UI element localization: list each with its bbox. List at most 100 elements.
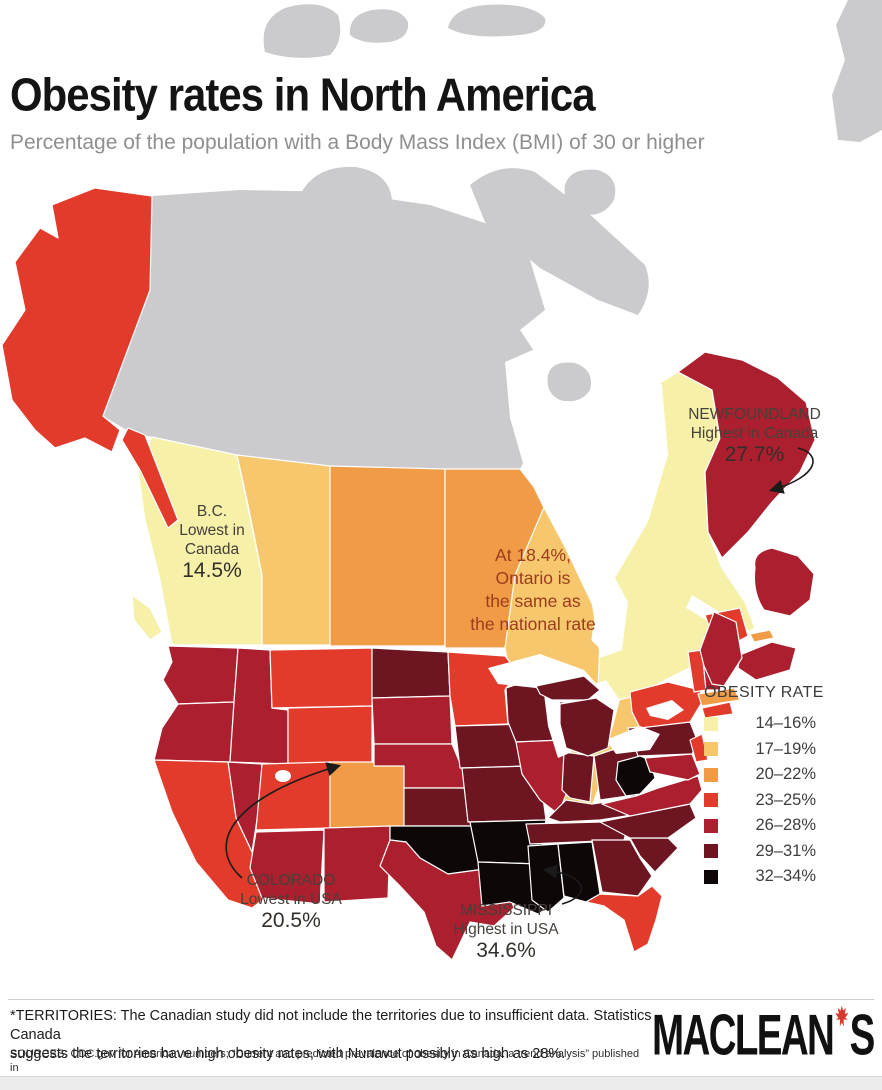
annotation-value: 20.5% xyxy=(261,909,321,932)
region-arctic-island xyxy=(414,235,457,272)
region-colorado xyxy=(329,761,405,829)
region-alaska-panhandle xyxy=(121,427,179,529)
great-salt-lake xyxy=(275,770,291,782)
lake-erie xyxy=(606,726,660,754)
lake-ontario xyxy=(646,700,684,720)
region-kansas xyxy=(403,787,475,827)
region-washington xyxy=(162,645,239,705)
annotation-line: At 18.4%, xyxy=(495,545,571,565)
annotation-mississippi: MISSISSIPPI Highest in USA 34.6% xyxy=(436,901,576,962)
footer-divider xyxy=(8,999,874,1000)
region-saskatchewan xyxy=(329,465,446,647)
legend-row: 32–34% xyxy=(704,864,816,890)
region-montana xyxy=(269,647,373,709)
bottom-gray-band xyxy=(0,1076,882,1090)
region-arctic-island xyxy=(300,166,393,236)
legend-label: 20–22% xyxy=(755,765,816,784)
region-connecticut-rhode-island xyxy=(701,701,734,719)
annotation-line: Lowest in xyxy=(179,522,245,539)
region-nova-scotia xyxy=(737,641,797,681)
annotation-value: 34.6% xyxy=(476,939,536,962)
legend-swatch xyxy=(704,844,718,859)
legend-row: 26–28% xyxy=(704,813,816,839)
legend-swatch xyxy=(704,767,718,782)
maple-leaf-icon xyxy=(834,974,850,1027)
legend-swatch xyxy=(704,869,718,884)
annotation-value: 27.7% xyxy=(724,443,785,466)
region-arctic-island xyxy=(349,9,409,43)
annotation-colorado: COLORADO Lowest in USA 20.5% xyxy=(228,871,354,932)
region-newfoundland xyxy=(753,547,815,617)
territories-footnote: *TERRITORIES: The Canadian study did not… xyxy=(10,1007,670,1064)
region-wyoming xyxy=(287,705,373,765)
annotation-line: Canada xyxy=(184,541,240,558)
annotation-line: NEWFOUNDLAND xyxy=(688,406,821,423)
legend-row: 14–16% xyxy=(704,711,816,737)
region-territories xyxy=(103,190,545,469)
annotation-ontario: At 18.4%, Ontario is the same as the nat… xyxy=(445,544,621,636)
region-alaska xyxy=(1,187,153,453)
annotation-line: COLORADO xyxy=(246,872,336,889)
region-greenland xyxy=(832,0,882,142)
legend-label: 14–16% xyxy=(755,714,816,733)
newfoundland-arrow xyxy=(768,447,814,494)
sources-line: SOURCES: CDC.gov for American numbers; “… xyxy=(10,1048,640,1074)
region-maine xyxy=(699,611,743,687)
legend-label: 23–25% xyxy=(755,790,816,809)
region-arctic-island xyxy=(448,4,546,37)
region-vancouver-island xyxy=(131,594,163,641)
annotation-line: MISSISSIPPI xyxy=(459,902,553,919)
region-southampton-island xyxy=(547,362,591,402)
region-west-virginia xyxy=(615,755,656,797)
annotation-line: B.C. xyxy=(196,503,228,520)
legend-label: 26–28% xyxy=(755,816,816,835)
annotation-bc: B.C. Lowest in Canada 14.5% xyxy=(164,502,260,582)
region-arctic-island xyxy=(470,168,649,315)
annotation-line: Highest in USA xyxy=(453,921,559,938)
region-prince-edward-island xyxy=(749,629,775,643)
page-title: Obesity rates in North America xyxy=(10,68,595,122)
region-arctic-island xyxy=(564,169,616,215)
legend-title: OBESITY RATE xyxy=(704,684,824,701)
region-arctic-island xyxy=(339,242,404,291)
region-labrador xyxy=(677,351,816,559)
annotation-value: 14.5% xyxy=(182,559,242,582)
legend-swatch xyxy=(704,793,718,808)
logo-text: MACLEAN xyxy=(652,1002,835,1067)
footnote-line: *TERRITORIES: The Canadian study did not… xyxy=(10,1008,652,1043)
region-new-jersey xyxy=(689,733,709,763)
legend-label: 17–19% xyxy=(755,739,816,758)
legend-row: 17–19% xyxy=(704,737,816,763)
region-south-dakota xyxy=(371,695,453,745)
region-arctic-island xyxy=(263,4,341,58)
legend-swatch xyxy=(704,742,718,757)
mississippi-arrow xyxy=(542,864,582,905)
legend-row: 20–22% xyxy=(704,762,816,788)
colorado-arrow xyxy=(225,762,342,879)
page-subtitle: Percentage of the population with a Body… xyxy=(10,131,705,154)
region-arizona xyxy=(249,829,325,905)
region-indiana xyxy=(561,751,595,803)
legend-row: 23–25% xyxy=(704,788,816,814)
annotation-line: Lowest in USA xyxy=(240,891,342,908)
region-florida xyxy=(585,885,663,953)
footnote-line: suggests the territories have high obesi… xyxy=(10,1046,566,1062)
legend-row: 29–31% xyxy=(704,839,816,865)
legend-label: 29–31% xyxy=(755,841,816,860)
annotation-newfoundland: NEWFOUNDLAND Highest in Canada 27.7% xyxy=(672,405,837,466)
macleans-logo: MACLEAN S xyxy=(652,1001,875,1068)
region-oregon xyxy=(153,701,235,763)
region-michigan-lower xyxy=(559,697,615,757)
annotation-line: the same as xyxy=(485,591,581,611)
region-virginia xyxy=(601,775,703,817)
legend: OBESITY RATE 14–16% 17–19% 20–22% 23–25%… xyxy=(704,684,824,890)
annotation-line: Highest in Canada xyxy=(690,425,819,442)
legend-label: 32–34% xyxy=(755,867,816,886)
annotation-line: the national rate xyxy=(470,614,596,634)
legend-swatch xyxy=(704,818,718,833)
annotation-line: Ontario is xyxy=(495,568,571,588)
region-north-dakota xyxy=(371,647,451,699)
legend-swatch xyxy=(704,716,718,731)
